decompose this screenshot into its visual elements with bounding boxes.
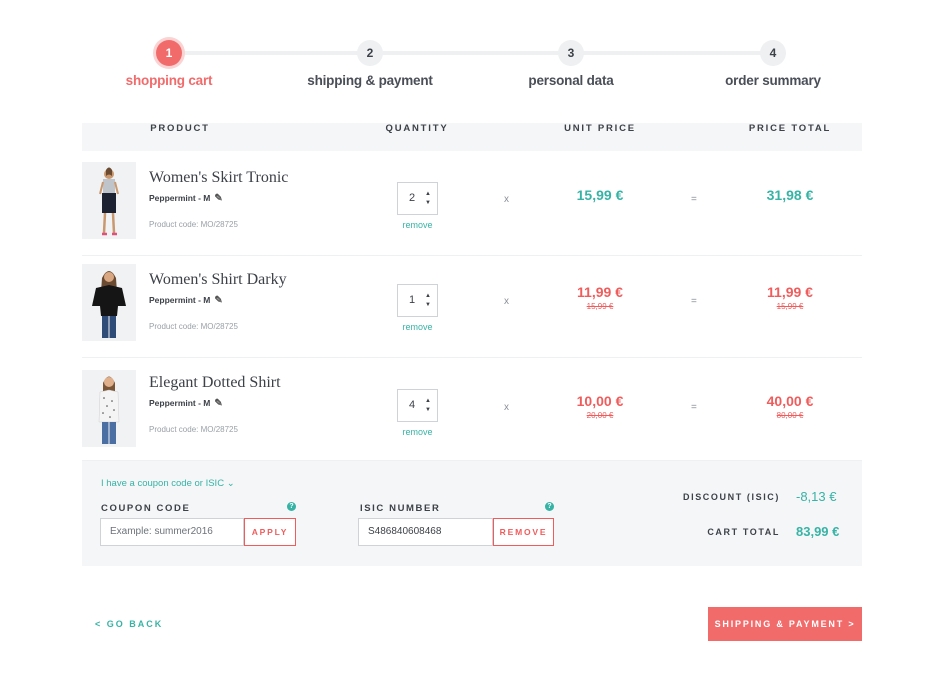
product-variant[interactable]: Peppermint - M ✎ [149, 398, 223, 409]
header-price-total: PRICE TOTAL [748, 123, 832, 134]
product-code: Product code: MO/28725 [149, 220, 238, 229]
quantity-stepper[interactable]: 4 ▲ ▼ [397, 389, 438, 422]
price-total: 40,00 € [766, 393, 814, 409]
coupon-panel: I have a coupon code or ISIC ⌄ COUPON CO… [82, 461, 862, 566]
cart-total-label: CART TOTAL [707, 527, 780, 537]
isic-help-icon[interactable]: ? [545, 502, 554, 511]
times-symbol: x [504, 402, 509, 413]
quantity-stepper[interactable]: 2 ▲ ▼ [397, 182, 438, 215]
cart-total-value: 83,99 € [796, 524, 840, 539]
times-symbol: x [504, 296, 509, 307]
remove-link[interactable]: remove [402, 220, 433, 230]
step-order-summary[interactable]: 4 order summary [673, 40, 873, 88]
product-name[interactable]: Women's Skirt Tronic [149, 169, 289, 186]
remove-isic-button[interactable]: REMOVE [493, 518, 554, 546]
unit-price: 11,99 € [577, 284, 623, 300]
quantity-arrows-icon[interactable]: ▲ ▼ [425, 191, 431, 206]
unit-price: 10,00 € [576, 393, 624, 409]
unit-price-old: 15,99 € [586, 302, 614, 311]
product-thumbnail[interactable] [82, 162, 136, 239]
variant-text: Peppermint - M [149, 193, 211, 203]
step-label: shopping cart [125, 73, 213, 88]
product-variant[interactable]: Peppermint - M ✎ [149, 295, 223, 306]
cart-row: Women's Shirt Darky Peppermint - M ✎ Prod… [82, 254, 862, 358]
discount-label: DISCOUNT (ISIC) [683, 492, 780, 502]
times-symbol: x [504, 194, 509, 205]
isic-number-input[interactable]: S486840608468 [358, 518, 493, 546]
remove-link[interactable]: remove [402, 427, 433, 437]
coupon-code-label: COUPON CODE [101, 503, 191, 514]
step-shipping-payment[interactable]: 2 shipping & payment [270, 40, 470, 88]
quantity-arrows-icon[interactable]: ▲ ▼ [425, 293, 431, 308]
step-label: personal data [528, 73, 614, 88]
product-code: Product code: MO/28725 [149, 425, 238, 434]
step-number: 1 [156, 40, 182, 66]
step-personal-data[interactable]: 3 personal data [471, 40, 671, 88]
header-quantity: QUANTITY [385, 123, 449, 134]
shipping-payment-button[interactable]: SHIPPING & PAYMENT > [708, 607, 862, 641]
price-total: 11,99 € [767, 284, 813, 300]
unit-price-old: 20,00 € [586, 411, 614, 420]
edit-pencil-icon[interactable]: ✎ [214, 295, 223, 306]
equals-symbol: = [691, 402, 697, 413]
stepper-track [170, 51, 774, 55]
product-thumbnail[interactable] [82, 264, 136, 341]
cart-table-header: PRODUCT QUANTITY UNIT PRICE PRICE TOTAL [82, 123, 862, 151]
quantity-value[interactable]: 4 [409, 399, 416, 411]
step-label: order summary [725, 73, 821, 88]
chevron-down-icon: ⌄ [226, 478, 235, 489]
product-name[interactable]: Elegant Dotted Shirt [149, 374, 281, 391]
coupon-toggle-label: I have a coupon code or ISIC [101, 478, 225, 489]
product-variant[interactable]: Peppermint - M ✎ [149, 193, 223, 204]
variant-text: Peppermint - M [149, 398, 211, 408]
checkout-stepper: 1 shopping cart 2 shipping & payment 3 p… [0, 0, 940, 110]
quantity-value[interactable]: 1 [409, 294, 416, 306]
price-total: 31,98 € [766, 187, 814, 203]
quantity-arrows-icon[interactable]: ▲ ▼ [425, 398, 431, 413]
product-thumbnail[interactable] [82, 370, 136, 447]
step-label: shipping & payment [307, 73, 433, 88]
edit-pencil-icon[interactable]: ✎ [214, 398, 223, 409]
isic-number-label: ISIC NUMBER [360, 503, 441, 514]
equals-symbol: = [691, 296, 697, 307]
unit-price: 15,99 € [576, 187, 624, 203]
coupon-code-input[interactable]: Example: summer2016 [100, 518, 244, 546]
cart-row: Women's Skirt Tronic Peppermint - M ✎ Pro… [82, 152, 862, 256]
step-number: 4 [760, 40, 786, 66]
product-code: Product code: MO/28725 [149, 322, 238, 331]
header-product: PRODUCT [150, 123, 210, 134]
step-number: 2 [357, 40, 383, 66]
cart-row: Elegant Dotted Shirt Peppermint - M ✎ Pro… [82, 357, 862, 461]
product-name[interactable]: Women's Shirt Darky [149, 271, 287, 288]
discount-value: -8,13 € [796, 489, 837, 504]
price-total-old: 80,00 € [776, 411, 804, 420]
remove-link[interactable]: remove [402, 322, 433, 332]
quantity-stepper[interactable]: 1 ▲ ▼ [397, 284, 438, 317]
step-number: 3 [558, 40, 584, 66]
quantity-value[interactable]: 2 [409, 192, 416, 204]
equals-symbol: = [691, 194, 697, 205]
go-back-link[interactable]: < GO BACK [95, 619, 164, 629]
coupon-help-icon[interactable]: ? [287, 502, 296, 511]
step-shopping-cart[interactable]: 1 shopping cart [69, 40, 269, 88]
header-unit-price: UNIT PRICE [564, 123, 636, 134]
apply-button[interactable]: APPLY [244, 518, 296, 546]
coupon-toggle[interactable]: I have a coupon code or ISIC ⌄ [101, 478, 235, 489]
variant-text: Peppermint - M [149, 295, 211, 305]
price-total-old: 15,99 € [776, 302, 804, 311]
edit-pencil-icon[interactable]: ✎ [214, 193, 223, 204]
